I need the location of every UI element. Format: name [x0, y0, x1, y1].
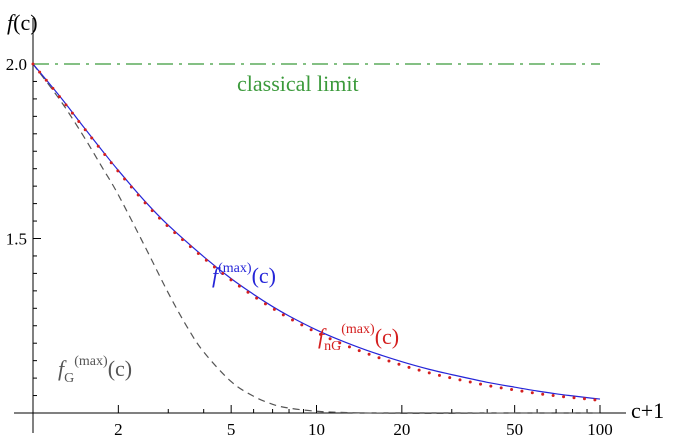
- f-ng-max-point: [582, 397, 586, 401]
- f-max-line: [32, 63, 601, 400]
- f-ng-max-point: [541, 392, 545, 396]
- f-ng-max-point: [377, 356, 381, 360]
- f-ng-max-point: [510, 387, 514, 391]
- f-ng-max-point: [407, 365, 411, 369]
- f-ng-max-point: [90, 136, 94, 140]
- f-ng-max-point: [291, 318, 295, 322]
- f-ng-max-point: [263, 302, 267, 306]
- labels-layer: f(max)(c)fnG(max)(c)fG(max)(c)classical …: [58, 71, 399, 386]
- f-ng-max-point: [77, 119, 81, 123]
- f-ng-max-point: [116, 169, 120, 173]
- f-ng-max-point: [38, 70, 42, 74]
- f-ng-max-point: [562, 395, 566, 399]
- f-ng-max-point: [70, 111, 74, 115]
- x-axis-title: c+1: [631, 398, 664, 423]
- f-ng-max-point: [136, 193, 140, 197]
- f-ng-max-point: [196, 251, 200, 255]
- f-ng-max-point: [272, 307, 276, 311]
- f-ng-max-point: [83, 128, 87, 132]
- y-axis-title-rest: (c): [13, 10, 37, 35]
- label-superscript: (max): [74, 354, 108, 369]
- x-tick-label: 20: [393, 420, 410, 439]
- label-f: f: [318, 324, 327, 349]
- label-argument: (c): [108, 356, 132, 381]
- classical-limit-label: classical limit: [237, 71, 359, 96]
- f-max-label: f(max)(c): [212, 261, 276, 288]
- f-ng-max-point: [347, 345, 351, 349]
- label-superscript: (max): [341, 322, 375, 337]
- y-axis-title-italic: f: [7, 10, 16, 35]
- f-ng-max-point: [158, 216, 161, 220]
- series-layer: [31, 62, 601, 414]
- f-ng-max-point: [417, 368, 421, 372]
- f-ng-max-point: [109, 161, 113, 165]
- f-ng-max-point: [204, 258, 208, 262]
- f-ng-max-point: [319, 332, 323, 336]
- f-ng-max-point: [572, 396, 576, 400]
- label-subscript: nG: [324, 339, 341, 354]
- f-ng-max-point: [237, 284, 241, 288]
- f-ng-max-point: [181, 238, 185, 242]
- f-ng-max-point: [357, 349, 361, 353]
- f-ng-max-point: [551, 394, 555, 398]
- f-ng-max-point: [123, 177, 127, 181]
- x-tick-label: 5: [227, 420, 236, 439]
- y-tick-label: 2.0: [6, 55, 27, 74]
- f-ng-max-point: [31, 62, 35, 66]
- label-superscript: (max): [218, 261, 252, 276]
- f-ng-max-point: [103, 153, 107, 157]
- f-ng-max-point: [458, 378, 462, 382]
- f-ng-max-point: [448, 376, 452, 380]
- f-ng-max-point: [328, 337, 332, 341]
- label-argument: (c): [252, 263, 276, 288]
- f-ng-max-point: [520, 389, 524, 393]
- f-ng-max-point: [468, 380, 472, 384]
- f-ng-max-point: [165, 223, 169, 227]
- label-subscript: G: [64, 371, 74, 386]
- f-ng-max-guide-path: [33, 64, 600, 400]
- f-g-max-label: fG(max)(c): [58, 354, 132, 386]
- f-ng-max-point: [150, 209, 154, 213]
- f-ng-max-point: [44, 78, 48, 82]
- x-tick-label: 10: [308, 420, 325, 439]
- f-ng-max-point: [173, 231, 177, 235]
- f-ng-max-point: [489, 384, 493, 388]
- f-ng-max-point: [437, 373, 441, 377]
- x-tick-label: 2: [114, 420, 123, 439]
- f-ng-max-point: [387, 359, 391, 363]
- f-ng-max-point: [309, 328, 313, 332]
- f-ng-max-point: [143, 201, 147, 205]
- f-ng-max-point: [593, 398, 597, 402]
- f-ng-max-point: [281, 313, 285, 317]
- y-tick-label: 1.5: [6, 230, 27, 249]
- f-ng-max-point: [499, 386, 503, 390]
- f-ng-max-point: [479, 382, 483, 386]
- label-argument: (c): [375, 324, 399, 349]
- x-tick-label: 50: [506, 420, 523, 439]
- f-ng-max-point: [229, 278, 233, 282]
- f-ng-max-label: fnG(max)(c): [318, 322, 399, 354]
- f-ng-max-point: [367, 352, 371, 356]
- f-ng-max-point: [530, 391, 534, 395]
- f-ng-max-point: [57, 95, 61, 99]
- f-ng-max-point: [64, 103, 68, 107]
- f-ng-max-point: [427, 371, 431, 375]
- label-f: f: [212, 263, 221, 288]
- f-ng-max-point: [338, 341, 342, 345]
- y-axis-title: f(c): [7, 10, 38, 35]
- label-f: f: [58, 356, 67, 381]
- f-ng-max-point: [96, 144, 100, 148]
- f-ng-max-point: [188, 245, 192, 249]
- f-ng-max-point: [255, 296, 259, 300]
- f-g-max-line: [32, 63, 601, 414]
- x-tick-label: 100: [587, 420, 613, 439]
- f-ng-max-point: [129, 185, 133, 189]
- f-ng-max-point: [300, 323, 304, 327]
- f-ng-max-point: [221, 271, 225, 275]
- f-ng-max-point: [246, 290, 250, 294]
- f-ng-max-point: [397, 362, 401, 366]
- f-ng-max-point: [212, 265, 216, 269]
- f-ng-max-point: [51, 86, 55, 90]
